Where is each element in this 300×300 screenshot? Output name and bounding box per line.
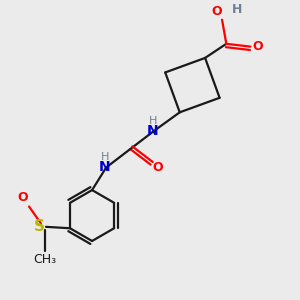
Text: H: H [232, 3, 242, 16]
Text: O: O [212, 5, 222, 18]
Text: N: N [99, 160, 111, 175]
Text: O: O [152, 161, 163, 174]
Text: S: S [34, 219, 45, 234]
Text: N: N [147, 124, 159, 138]
Text: O: O [17, 191, 28, 204]
Text: H: H [100, 152, 109, 162]
Text: H: H [149, 116, 157, 126]
Text: CH₃: CH₃ [33, 253, 56, 266]
Text: O: O [253, 40, 263, 53]
